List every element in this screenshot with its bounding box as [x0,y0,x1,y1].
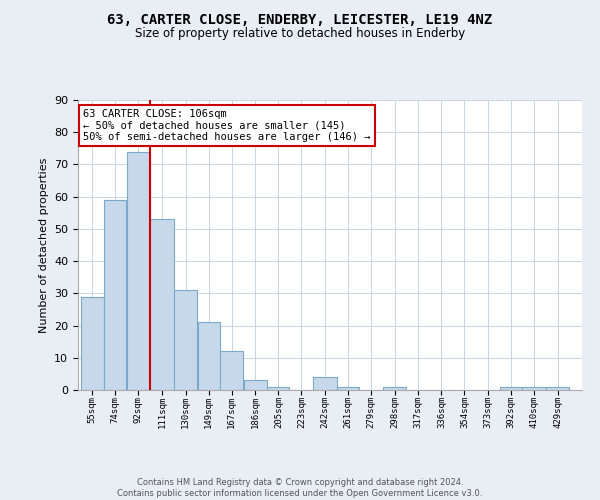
Bar [268,387,289,390]
Bar [337,387,359,390]
Bar [313,377,337,390]
Text: 63 CARTER CLOSE: 106sqm
← 50% of detached houses are smaller (145)
50% of semi-d: 63 CARTER CLOSE: 106sqm ← 50% of detache… [83,108,371,142]
Bar [174,290,197,390]
Bar [197,322,220,390]
Bar [220,352,244,390]
Bar [500,387,522,390]
Bar [523,387,546,390]
Bar [104,200,127,390]
Bar [127,152,150,390]
Bar [383,387,406,390]
Bar [546,387,569,390]
Text: Contains HM Land Registry data © Crown copyright and database right 2024.
Contai: Contains HM Land Registry data © Crown c… [118,478,482,498]
Y-axis label: Number of detached properties: Number of detached properties [38,158,49,332]
Bar [80,296,104,390]
Text: 63, CARTER CLOSE, ENDERBY, LEICESTER, LE19 4NZ: 63, CARTER CLOSE, ENDERBY, LEICESTER, LE… [107,12,493,26]
Text: Size of property relative to detached houses in Enderby: Size of property relative to detached ho… [135,28,465,40]
Bar [151,219,173,390]
Bar [244,380,267,390]
